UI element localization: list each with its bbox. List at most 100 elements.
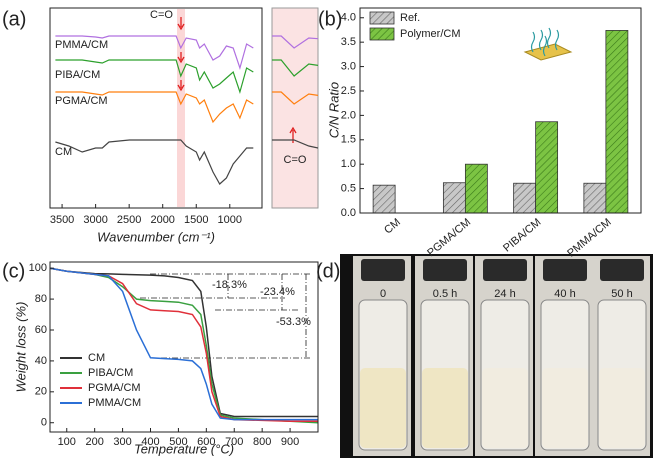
y-tick-label: 3.5 — [341, 36, 356, 48]
y-axis-title: C/N Ratio — [326, 82, 341, 138]
series-label: PIBA/CM — [55, 69, 100, 81]
tga-curve — [50, 267, 318, 418]
spectrum — [55, 139, 254, 185]
x-tick-label: 2000 — [150, 214, 174, 226]
legend-swatch — [369, 27, 395, 41]
vial-cap — [423, 259, 467, 281]
vial-caption: 50 h — [611, 288, 632, 300]
x-tick-label: CM — [382, 216, 403, 236]
x-axis-title: Temperature (°C) — [134, 441, 234, 456]
annotation: -18.3% — [212, 279, 247, 291]
vial-cap — [600, 259, 644, 281]
inset-spectrum — [272, 139, 318, 149]
y-tick-label: 1.0 — [341, 158, 356, 170]
vials: 0 0.5 h 24 h 40 h 50 h — [353, 256, 650, 456]
y-tick-label: 2.0 — [341, 109, 356, 121]
x-tick-label: 800 — [253, 436, 271, 448]
vial-caption: 0 — [380, 288, 386, 300]
axes-frame — [49, 7, 263, 209]
x-tick-label: 2500 — [117, 214, 141, 226]
brush-icon — [523, 27, 573, 61]
x-tick-label: PMMA/CM — [565, 216, 613, 259]
x-tick-label: 900 — [281, 436, 299, 448]
annotation: -23.4% — [260, 286, 295, 298]
bar — [464, 163, 488, 214]
legend-label: Polymer/CM — [400, 28, 461, 40]
legend-label: CM — [88, 352, 105, 364]
series-label: PMMA/CM — [55, 39, 108, 51]
tga-curve — [50, 267, 318, 421]
bar — [605, 30, 629, 214]
reference-lines — [140, 273, 312, 359]
panel-label: (c) — [2, 260, 25, 282]
annotation: -53.3% — [276, 316, 311, 328]
y-tick-label: 2.5 — [341, 85, 356, 97]
plot-c — [50, 267, 318, 424]
y-tick-label: 40 — [35, 355, 47, 367]
x-tick-label: 3000 — [83, 214, 107, 226]
spectrum — [55, 91, 254, 124]
inset-frame — [271, 7, 319, 209]
panel-label: (a) — [2, 8, 26, 30]
y-tick-label: 4.0 — [341, 12, 356, 24]
y-tick-label: 3.0 — [341, 60, 356, 72]
x-tick-label: 100 — [58, 436, 76, 448]
x-tick-label: PGMA/CM — [425, 216, 473, 259]
legend-label: PIBA/CM — [88, 367, 133, 379]
inset-spectrum — [272, 35, 318, 49]
y-tick-label: 0 — [41, 417, 47, 429]
y-tick-label: 0.0 — [341, 207, 356, 219]
bar — [372, 184, 396, 214]
spectrum — [55, 35, 254, 71]
vial-caption: 0.5 h — [433, 288, 457, 300]
vial-caption: 24 h — [494, 288, 515, 300]
series-label: PGMA/CM — [55, 95, 108, 107]
panel-label: (b) — [318, 8, 342, 30]
inset-spectrum — [272, 59, 318, 77]
x-tick-label: 3500 — [50, 214, 74, 226]
vial-liquid — [422, 368, 468, 448]
vial-liquid — [360, 368, 406, 448]
arrows — [177, 17, 297, 143]
x-tick-label: 400 — [141, 436, 159, 448]
x-tick-label: PIBA/CM — [501, 216, 543, 254]
bar — [583, 182, 607, 214]
y-tick-label: 1.5 — [341, 134, 356, 146]
y-tick-label: 80 — [35, 293, 47, 305]
inset — [272, 35, 318, 149]
x-tick-label: 500 — [169, 436, 187, 448]
vial-caption: 40 h — [554, 288, 575, 300]
vial-cap — [543, 259, 587, 281]
legend-label: Ref. — [400, 12, 420, 24]
vial-liquid — [599, 368, 645, 448]
legend-label: PMMA/CM — [88, 397, 141, 409]
y-tick-label: 20 — [35, 386, 47, 398]
y-tick-label: 100 — [29, 262, 47, 274]
x-tick-label: 700 — [225, 436, 243, 448]
legend-swatch — [369, 11, 395, 25]
x-tick-label: 1000 — [218, 214, 242, 226]
panel-label: (d) — [316, 260, 340, 282]
vial-liquid — [542, 368, 588, 448]
legend-label: PGMA/CM — [88, 382, 141, 394]
axes-frame — [49, 261, 319, 433]
inset-spectrum — [272, 91, 318, 105]
x-tick-label: 300 — [113, 436, 131, 448]
highlight-band — [177, 9, 185, 207]
vial-cap — [483, 259, 527, 281]
bar — [513, 182, 537, 214]
annotation: C=O — [284, 154, 307, 166]
annotation: C=O — [150, 9, 173, 21]
x-tick-label: 1500 — [184, 214, 208, 226]
x-tick-label: 200 — [85, 436, 103, 448]
tga-curve — [50, 267, 318, 424]
x-axis-title: Wavenumber (cm⁻¹) — [97, 229, 215, 244]
vial-cap — [361, 259, 405, 281]
axes-frame — [359, 7, 642, 214]
y-tick-label: 0.5 — [341, 183, 356, 195]
bar — [535, 121, 559, 214]
x-tick-label: 600 — [197, 436, 215, 448]
bar — [442, 182, 466, 214]
series-label: CM — [55, 146, 72, 158]
